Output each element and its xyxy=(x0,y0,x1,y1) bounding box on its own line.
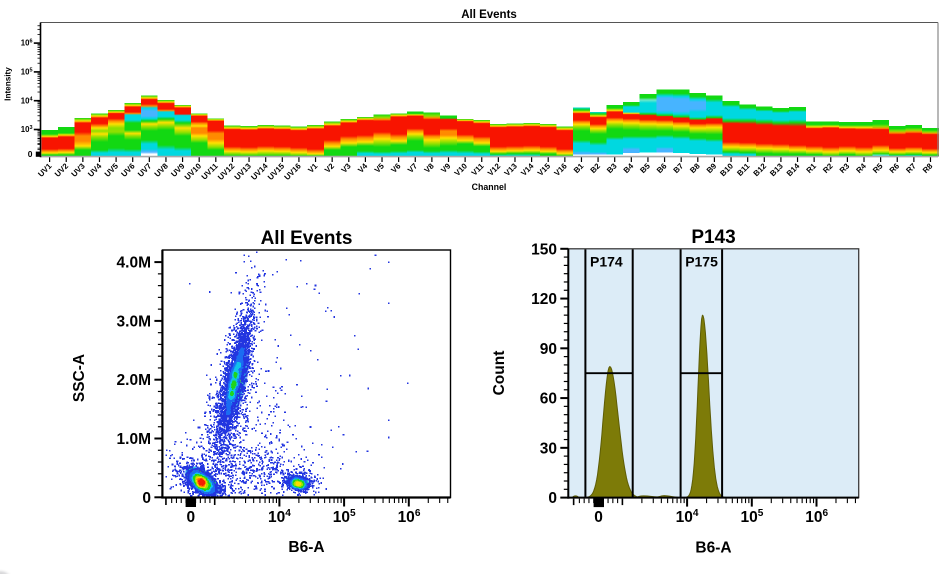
svg-text:P143: P143 xyxy=(691,227,735,248)
svg-text:103: 103 xyxy=(21,125,33,134)
svg-text:1.0M: 1.0M xyxy=(117,431,151,448)
svg-text:All Events: All Events xyxy=(461,9,517,21)
svg-text:2.0M: 2.0M xyxy=(117,372,151,389)
svg-text:105: 105 xyxy=(21,68,33,77)
svg-text:0: 0 xyxy=(28,149,33,159)
svg-text:Count: Count xyxy=(491,351,508,396)
svg-text:104: 104 xyxy=(21,96,34,105)
svg-text:P174: P174 xyxy=(590,254,623,270)
svg-text:30: 30 xyxy=(540,440,557,457)
svg-text:B6-A: B6-A xyxy=(695,540,731,557)
svg-text:All Events: All Events xyxy=(261,228,353,249)
svg-text:0: 0 xyxy=(594,509,603,526)
svg-text:0: 0 xyxy=(186,509,195,526)
svg-text:4.0M: 4.0M xyxy=(117,255,151,272)
svg-text:SSC-A: SSC-A xyxy=(71,354,88,402)
svg-text:B6-A: B6-A xyxy=(288,539,324,556)
svg-text:Intensity: Intensity xyxy=(4,67,13,101)
svg-text:Channel: Channel xyxy=(472,182,507,192)
svg-text:60: 60 xyxy=(540,391,557,408)
svg-text:150: 150 xyxy=(531,241,557,258)
svg-text:0: 0 xyxy=(548,490,557,507)
svg-text:120: 120 xyxy=(531,291,557,308)
svg-text:3.0M: 3.0M xyxy=(117,313,151,330)
svg-text:106: 106 xyxy=(21,39,33,48)
svg-text:0: 0 xyxy=(142,490,151,507)
svg-text:90: 90 xyxy=(540,341,557,358)
svg-text:P175: P175 xyxy=(685,254,718,270)
